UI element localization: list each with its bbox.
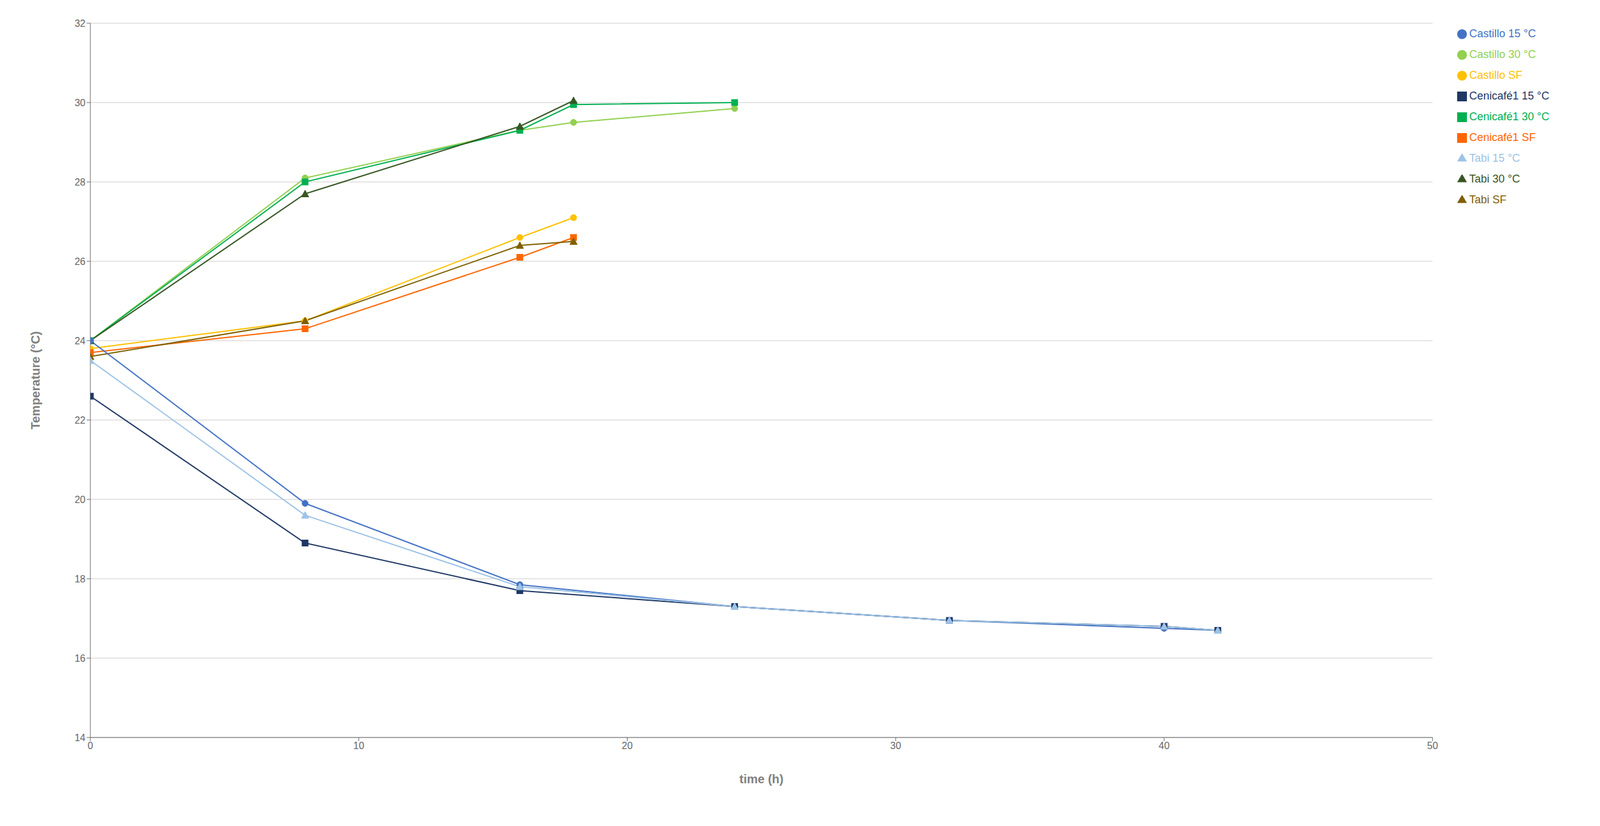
svg-text:20: 20 [74,494,86,505]
svg-text:28: 28 [74,177,86,188]
svg-text:14: 14 [74,732,86,743]
svg-text:18: 18 [74,573,86,585]
html-text:Cenicafé1 15 °C: Cenicafé1 15 °C [1469,89,1550,102]
svg-text:30: 30 [74,97,86,109]
html-text:Cenicafé1 30 °C: Cenicafé1 30 °C [1469,110,1550,123]
html-text:Tabi 15 °C: Tabi 15 °C [1469,152,1521,165]
svg-text:20: 20 [622,740,634,751]
html-text:Tabi SF: Tabi SF [1469,193,1507,206]
html-text:Castillo 15 °C: Castillo 15 °C [1469,27,1536,40]
svg-text:0: 0 [87,740,94,751]
html-text:Tabi 30 °C: Tabi 30 °C [1469,172,1521,185]
html-text:Cenicafé1 SF: Cenicafé1 SF [1469,131,1536,144]
html-text:Castillo SF: Castillo SF [1469,68,1523,82]
svg-text:16: 16 [74,653,86,664]
svg-text:22: 22 [74,415,86,426]
svg-text:26: 26 [74,256,86,267]
svg-text:10: 10 [353,740,365,751]
svg-text:Temperature (°C): Temperature (°C) [28,331,43,430]
svg-text:time (h): time (h) [739,772,784,786]
svg-text:40: 40 [1158,740,1170,751]
html-text:Castillo 30 °C: Castillo 30 °C [1469,48,1536,61]
svg-text:24: 24 [74,335,86,347]
svg-text:50: 50 [1427,740,1439,751]
svg-text:30: 30 [890,740,902,751]
svg-text:32: 32 [74,18,86,29]
